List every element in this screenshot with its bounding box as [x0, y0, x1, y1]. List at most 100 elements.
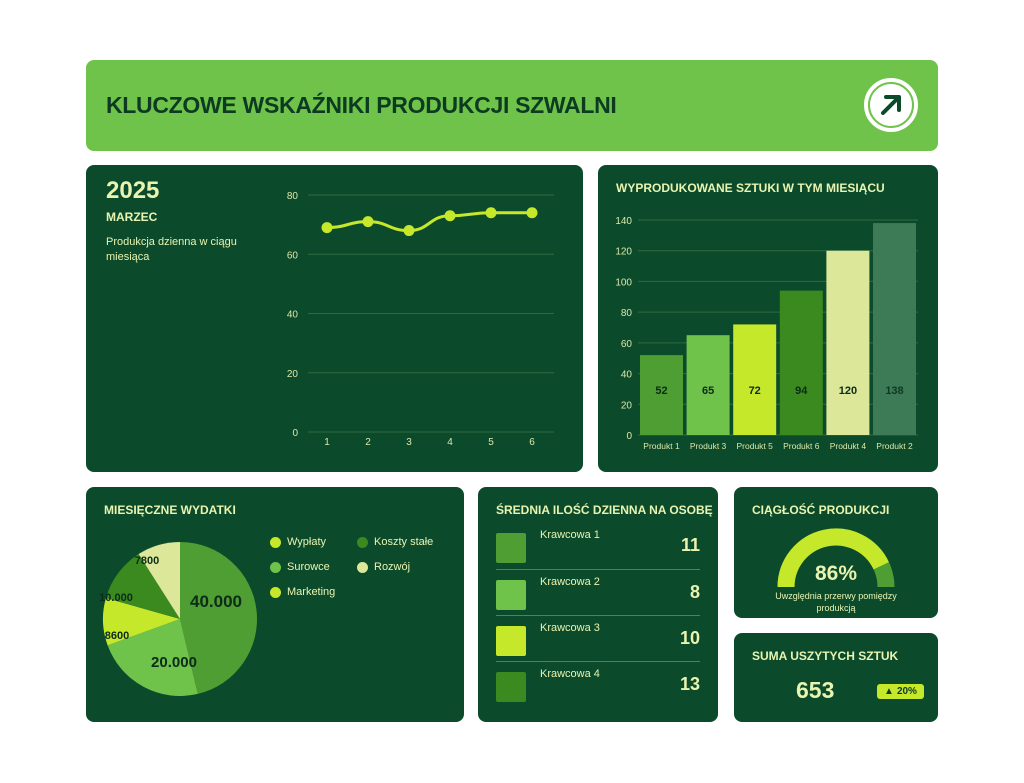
pie-slice-label: 7800: [135, 555, 159, 567]
change-value: 20%: [896, 686, 917, 697]
list-item: Krawcowa 4 13: [496, 668, 700, 712]
pie-slice: [180, 542, 257, 694]
used-title: SUMA USZYTYCH SZTUK: [752, 649, 899, 663]
legend-dot: [270, 586, 281, 598]
expenses-pie-chart: 40.000 20.000 8600 10.000 7800: [99, 542, 257, 696]
header-banner: KLUCZOWE WSKAŹNIKI PRODUKCJI SZWALNI: [86, 60, 938, 151]
x-tick-label: 3: [406, 437, 412, 448]
continuity-gauge: [777, 528, 895, 588]
total-value: 653: [796, 677, 835, 703]
continuity-note: Uwzględnia przerwy pomiędzy produkcją: [775, 591, 897, 613]
total-sewn-card: SUMA USZYTYCH SZTUK 653 ▲ 20%: [734, 633, 938, 722]
list-item: Krawcowa 2 8: [496, 576, 700, 620]
legend-dot: [357, 536, 368, 548]
daily-line-chart: 0 20 40 60 80 1 2 3 4 5 6: [287, 191, 554, 448]
legend-label: Marketing: [287, 586, 336, 598]
triangle-up-icon: ▲: [884, 686, 894, 697]
row-label: Krawcowa 2: [540, 576, 600, 588]
bar: [826, 250, 870, 435]
change-badge: ▲ 20%: [877, 684, 924, 699]
daily-average-card: ŚREDNIA ILOŚĆ DZIENNA NA OSOBĘ Krawcowa …: [478, 487, 718, 722]
list-item: Krawcowa 1 11: [496, 529, 700, 573]
color-swatch: [496, 672, 526, 702]
data-point: [403, 225, 415, 237]
x-tick-label: Produkt 3: [690, 441, 727, 451]
data-point: [321, 222, 333, 234]
bar-value-label: 94: [795, 385, 808, 397]
daily-description: Produkcja dzienna w ciągu miesiąca: [106, 236, 237, 263]
x-tick-label: Produkt 1: [643, 441, 680, 451]
legend-item-koszty-stale: Koszty stałe: [357, 536, 433, 548]
bar: [640, 355, 683, 435]
legend-label: Wypłaty: [287, 536, 327, 548]
legend-item-marketing: Marketing: [270, 586, 335, 598]
row-label: Krawcowa 4: [540, 668, 600, 680]
x-tick-label: Produkt 6: [783, 441, 820, 451]
y-tick-label: 60: [287, 250, 299, 261]
produced-bar-chart: 0 20 40 60 80 100 120 140 52 Produkt 1 65 Produkt 3…: [615, 216, 918, 451]
bar-value-label: 120: [839, 385, 857, 397]
bar: [686, 335, 730, 435]
pie-slice-label: 8600: [105, 630, 129, 642]
row-label: Krawcowa 3: [540, 622, 600, 634]
daily-production-card: 2025 MARZEC Produkcja dzienna w ciągu mi…: [86, 165, 583, 472]
bar-value-label: 52: [655, 385, 667, 397]
avg-title: ŚREDNIA ILOŚĆ DZIENNA NA OSOBĘ: [496, 503, 713, 517]
pie-slice-label: 40.000: [190, 592, 242, 611]
x-tick-label: Produkt 5: [737, 441, 774, 451]
arrow-up-right-button[interactable]: [864, 78, 918, 132]
y-tick-label: 20: [621, 400, 633, 411]
year-label: 2025: [106, 177, 160, 204]
x-tick-label: 1: [324, 437, 330, 448]
row-value: 8: [689, 582, 700, 602]
series-line: [326, 211, 532, 233]
monthly-expenses-card: MIESIĘCZNE WYDATKI 40.000 20.000 8600 10.00…: [86, 487, 464, 722]
y-tick-label: 80: [287, 191, 299, 202]
produced-title: WYPRODUKOWANE SZTUKI W TYM MIESIĄCU: [616, 181, 885, 195]
y-tick-label: 60: [621, 339, 633, 350]
y-tick-label: 40: [287, 310, 299, 321]
data-point: [485, 207, 497, 219]
row-value: 13: [679, 674, 700, 694]
row-value: 11: [680, 535, 700, 555]
color-swatch: [496, 533, 526, 563]
pie-slice-label: 10.000: [99, 592, 133, 604]
pie-slice: [138, 542, 180, 619]
legend-item-rozwoj: Rozwój: [357, 561, 410, 573]
y-tick-label: 20: [287, 369, 299, 380]
data-point: [362, 216, 374, 228]
pie-slice-label: 20.000: [151, 654, 197, 671]
y-tick-label: 40: [621, 370, 633, 381]
legend-label: Surowce: [287, 561, 330, 573]
month-label: MARZEC: [106, 210, 158, 224]
y-tick-label: 120: [615, 247, 632, 258]
x-tick-label: Produkt 4: [830, 441, 867, 451]
y-tick-label: 0: [626, 431, 632, 442]
list-item: Krawcowa 3 10: [496, 622, 700, 666]
x-tick-label: Produkt 2: [876, 441, 913, 451]
pie-slice: [103, 597, 180, 646]
legend-dot: [270, 561, 281, 573]
legend-item-wyplaty: Wypłaty: [270, 536, 326, 548]
bar: [779, 290, 823, 435]
legend-label: Rozwój: [374, 561, 411, 573]
y-tick-label: 0: [292, 428, 298, 439]
x-tick-label: 5: [488, 437, 494, 448]
y-tick-label: 140: [615, 216, 632, 227]
row-label: Krawcowa 1: [540, 529, 600, 541]
divider: [496, 661, 700, 662]
expenses-title: MIESIĘCZNE WYDATKI: [104, 503, 236, 517]
y-tick-label: 80: [621, 308, 633, 319]
bar-value-label: 65: [702, 385, 714, 397]
row-value: 10: [679, 628, 700, 648]
produced-units-card: WYPRODUKOWANE SZTUKI W TYM MIESIĄCU 0 20 4…: [598, 165, 938, 472]
x-tick-label: 6: [529, 437, 535, 448]
arrow-up-right-icon: [864, 78, 918, 132]
production-continuity-card: CIĄGŁOŚĆ PRODUKCJI 86% Uwzględnia przerw…: [734, 487, 938, 618]
legend-label: Koszty stałe: [374, 536, 434, 548]
x-tick-label: 2: [365, 437, 371, 448]
divider: [496, 615, 700, 616]
page-title: KLUCZOWE WSKAŹNIKI PRODUKCJI SZWALNI: [106, 92, 617, 118]
continuity-value: 86%: [814, 562, 858, 585]
divider: [496, 569, 700, 570]
